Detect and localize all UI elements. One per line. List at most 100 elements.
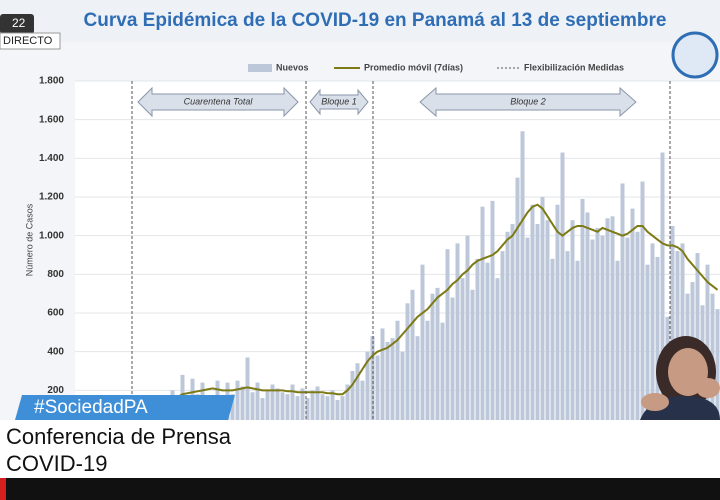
hashtag-band — [15, 395, 235, 420]
y-tick-label: 1.600 — [39, 114, 64, 125]
bar — [390, 338, 395, 429]
bar — [545, 220, 550, 429]
bar — [250, 392, 255, 429]
y-tick-label: 800 — [47, 269, 64, 280]
bar — [345, 384, 350, 429]
bar — [435, 287, 440, 429]
bar — [560, 152, 565, 430]
bar — [575, 260, 580, 429]
bar — [395, 320, 400, 429]
bar — [295, 396, 300, 429]
y-tick-label: 1.000 — [39, 230, 64, 241]
bar — [635, 231, 640, 429]
y-tick-label: 1.200 — [39, 192, 64, 203]
legend-label: Promedio móvil (7días) — [364, 62, 463, 72]
bar — [550, 258, 555, 429]
bar — [620, 183, 625, 429]
bar — [595, 227, 600, 429]
bar — [615, 260, 620, 429]
bar — [230, 394, 235, 429]
bar — [460, 278, 465, 429]
viewer-badge — [0, 14, 34, 34]
bar — [400, 351, 405, 429]
bar — [375, 355, 380, 429]
bar — [565, 251, 570, 429]
bar — [425, 320, 430, 429]
y-tick-label: 600 — [47, 308, 64, 319]
y-axis-label: Número de Casos — [24, 203, 34, 276]
ticker-marker — [0, 478, 6, 500]
bar — [465, 235, 470, 429]
bar — [325, 396, 330, 429]
bar — [245, 357, 250, 429]
chart-title: Curva Epidémica de la COVID-19 en Panamá… — [84, 10, 667, 31]
bar — [480, 206, 485, 429]
bar — [330, 390, 335, 429]
bar — [265, 390, 270, 429]
live-label: DIRECTO — [3, 35, 53, 47]
bar — [260, 398, 265, 429]
bar — [530, 204, 535, 429]
bar — [510, 224, 515, 429]
headline: Conferencia de Prensa — [6, 424, 232, 449]
y-tick-label: 200 — [47, 385, 64, 396]
bar — [610, 216, 615, 429]
bar — [585, 212, 590, 429]
bar — [255, 382, 260, 429]
bar — [500, 251, 505, 429]
bar — [430, 293, 435, 429]
bar — [645, 264, 650, 429]
bar — [280, 392, 285, 429]
y-tick-label: 1.800 — [39, 76, 64, 87]
bar — [440, 322, 445, 429]
hashtag: #SociedadPA — [34, 397, 148, 418]
bar — [670, 226, 675, 429]
bar — [475, 258, 480, 429]
bar — [590, 239, 595, 429]
live-badge — [0, 32, 61, 50]
bar — [350, 371, 355, 429]
bar — [655, 256, 660, 429]
subheadline: COVID-19 — [6, 451, 107, 476]
bar — [340, 396, 345, 429]
bar — [495, 278, 500, 429]
bar — [600, 235, 605, 429]
legend-label: Nuevos — [276, 62, 309, 72]
bar — [240, 386, 245, 429]
annotation: Bloque 1 — [321, 96, 357, 106]
bar — [630, 208, 635, 429]
bar — [300, 388, 305, 429]
phase-arrows — [137, 86, 637, 118]
annotation: Cuarentena Total — [184, 96, 254, 106]
title-band — [0, 0, 720, 42]
bar — [640, 181, 645, 429]
bar — [470, 289, 475, 429]
viewer-count: 22 — [12, 16, 26, 30]
bar — [285, 394, 290, 429]
bar — [555, 204, 560, 429]
bar — [445, 249, 450, 429]
bar — [315, 386, 320, 429]
legend-swatch — [248, 64, 272, 72]
bar — [405, 303, 410, 429]
bar — [705, 264, 710, 429]
bar — [660, 152, 665, 430]
bar — [505, 231, 510, 429]
legend-label: Flexibilización Medidas — [524, 62, 624, 72]
bar — [290, 384, 295, 429]
bar — [335, 400, 340, 429]
bar — [580, 198, 585, 429]
bar — [715, 309, 720, 429]
annotation: Bloque 2 — [510, 96, 546, 106]
bar — [525, 237, 530, 429]
bar — [385, 342, 390, 429]
bar — [520, 131, 525, 429]
bar — [680, 243, 685, 429]
bar — [270, 384, 275, 429]
bar — [320, 394, 325, 429]
bar — [355, 363, 360, 429]
bar — [485, 262, 490, 429]
bar — [420, 264, 425, 429]
bar — [410, 289, 415, 429]
